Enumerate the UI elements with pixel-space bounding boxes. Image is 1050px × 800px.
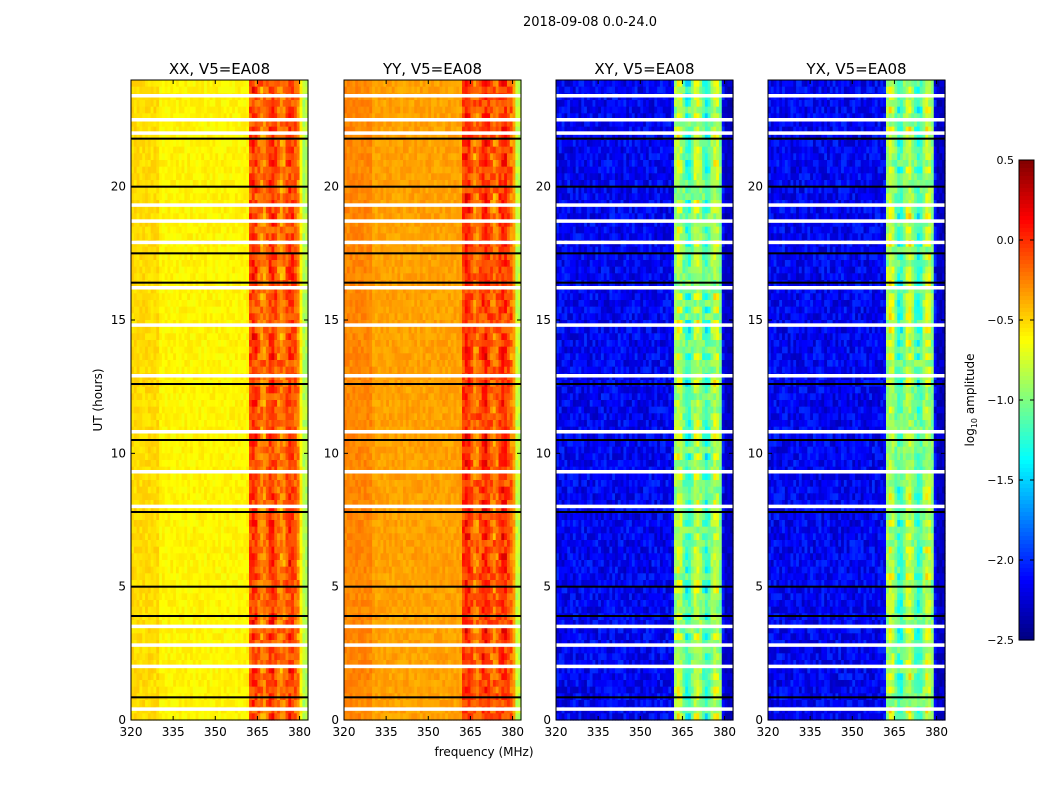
figure: 2018-09-08 0.0-24.0 frequency (MHz) UT (…	[0, 0, 1050, 800]
y-axis-label: UT (hours)	[91, 368, 105, 431]
figure-canvas: 2018-09-08 0.0-24.0 frequency (MHz) UT (…	[0, 0, 1050, 800]
figure-title: 2018-09-08 0.0-24.0	[523, 15, 657, 30]
x-axis-label: frequency (MHz)	[434, 745, 533, 759]
